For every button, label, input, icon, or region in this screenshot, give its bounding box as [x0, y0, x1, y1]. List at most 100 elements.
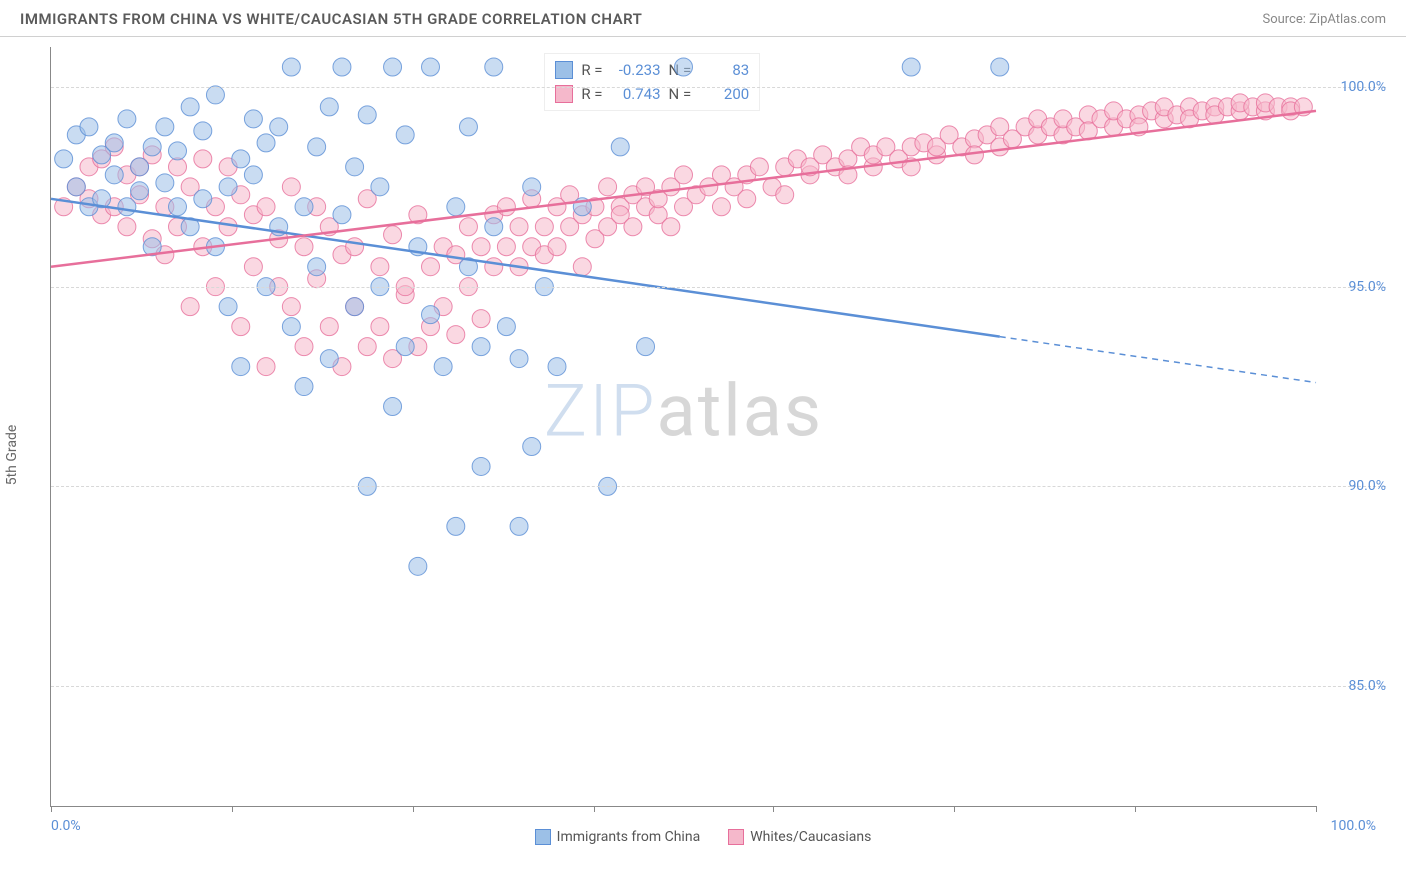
scatter-point-china — [422, 306, 440, 324]
scatter-point-china — [675, 58, 693, 76]
scatter-point-white — [282, 298, 300, 316]
trend-line-china — [51, 199, 1000, 337]
xtick — [594, 806, 595, 812]
legend-swatch-china — [535, 829, 551, 845]
scatter-point-china — [118, 198, 136, 216]
scatter-point-china — [358, 106, 376, 124]
scatter-point-china — [320, 350, 338, 368]
scatter-point-china — [282, 318, 300, 336]
gridline — [51, 486, 1386, 487]
scatter-point-white — [535, 218, 553, 236]
scatter-point-china — [523, 437, 541, 455]
scatter-point-china — [131, 182, 149, 200]
scatter-point-china — [447, 517, 465, 535]
gridline — [51, 87, 1386, 88]
scatter-point-white — [776, 186, 794, 204]
scatter-point-china — [523, 178, 541, 196]
scatter-point-china — [282, 58, 300, 76]
scatter-point-white — [169, 158, 187, 176]
scatter-point-china — [80, 118, 98, 136]
scatter-point-white — [573, 258, 591, 276]
footer-legend: Immigrants from China Whites/Caucasians — [0, 829, 1406, 845]
scatter-point-white — [194, 150, 212, 168]
scatter-point-white — [295, 238, 313, 256]
scatter-point-china — [105, 134, 123, 152]
ytick-label: 100.0% — [1326, 79, 1386, 95]
scatter-point-white — [712, 198, 730, 216]
ytick-label: 90.0% — [1326, 478, 1386, 494]
scatter-point-white — [282, 178, 300, 196]
scatter-point-china — [447, 198, 465, 216]
scatter-point-china — [902, 58, 920, 76]
scatter-point-china — [194, 122, 212, 140]
scatter-point-white — [750, 158, 768, 176]
xtick — [954, 806, 955, 812]
scatter-point-china — [131, 158, 149, 176]
scatter-point-white — [497, 238, 515, 256]
scatter-point-china — [333, 206, 351, 224]
scatter-point-china — [409, 557, 427, 575]
legend-label-china: Immigrants from China — [557, 829, 701, 845]
scatter-point-china — [270, 118, 288, 136]
scatter-point-china — [181, 98, 199, 116]
legend-label-white: Whites/Caucasians — [750, 829, 871, 845]
plot-svg — [51, 47, 1316, 806]
scatter-point-china — [485, 218, 503, 236]
scatter-point-white — [295, 338, 313, 356]
scatter-point-china — [472, 457, 490, 475]
scatter-point-white — [738, 190, 756, 208]
chart-area: 5th Grade ZIPatlas R = -0.233 N = 83 R =… — [0, 37, 1406, 857]
scatter-point-china — [422, 58, 440, 76]
scatter-point-china — [244, 166, 262, 184]
chart-title: IMMIGRANTS FROM CHINA VS WHITE/CAUCASIAN… — [20, 10, 642, 28]
scatter-point-white — [472, 310, 490, 328]
scatter-point-white — [548, 238, 566, 256]
scatter-point-china — [219, 178, 237, 196]
scatter-point-white — [371, 258, 389, 276]
scatter-point-china — [396, 126, 414, 144]
scatter-point-china — [194, 190, 212, 208]
scatter-point-white — [472, 238, 490, 256]
xtick — [1316, 806, 1317, 812]
scatter-point-china — [485, 58, 503, 76]
scatter-point-china — [143, 138, 161, 156]
scatter-point-white — [510, 218, 528, 236]
scatter-point-china — [333, 58, 351, 76]
scatter-point-white — [497, 198, 515, 216]
scatter-point-china — [384, 58, 402, 76]
scatter-point-china — [384, 398, 402, 416]
scatter-point-china — [472, 338, 490, 356]
chart-source: Source: ZipAtlas.com — [1262, 12, 1386, 27]
scatter-point-white — [257, 198, 275, 216]
scatter-point-white — [346, 238, 364, 256]
scatter-point-china — [55, 150, 73, 168]
scatter-point-white — [118, 218, 136, 236]
xtick — [51, 806, 52, 812]
scatter-point-white — [447, 326, 465, 344]
scatter-point-white — [358, 338, 376, 356]
scatter-point-china — [67, 178, 85, 196]
scatter-point-china — [156, 174, 174, 192]
scatter-point-white — [371, 318, 389, 336]
scatter-point-china — [320, 98, 338, 116]
xtick — [1135, 806, 1136, 812]
scatter-point-china — [295, 198, 313, 216]
scatter-point-china — [169, 198, 187, 216]
gridline — [51, 287, 1386, 288]
legend-item-china: Immigrants from China — [535, 829, 701, 845]
scatter-point-china — [510, 350, 528, 368]
scatter-point-white — [459, 218, 477, 236]
xtick — [413, 806, 414, 812]
scatter-point-china — [991, 58, 1009, 76]
scatter-point-china — [371, 178, 389, 196]
scatter-point-white — [662, 218, 680, 236]
y-axis-label: 5th Grade — [4, 425, 20, 486]
scatter-point-white — [219, 218, 237, 236]
scatter-point-white — [320, 318, 338, 336]
scatter-point-china — [497, 318, 515, 336]
scatter-point-china — [637, 338, 655, 356]
scatter-point-china — [156, 118, 174, 136]
scatter-point-white — [675, 166, 693, 184]
ytick-label: 85.0% — [1326, 678, 1386, 694]
scatter-point-white — [422, 258, 440, 276]
